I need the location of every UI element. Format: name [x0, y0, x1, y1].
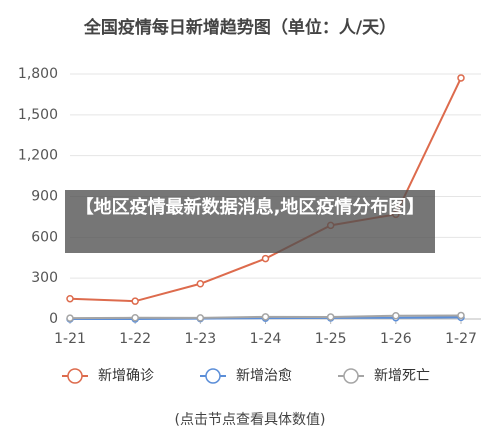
y-tick-label: 1,500 [18, 107, 58, 123]
y-tick-label: 1,800 [18, 66, 58, 82]
x-tick-label: 1-27 [445, 331, 477, 347]
data-point [261, 313, 270, 321]
y-tick-label: 1,200 [18, 148, 58, 164]
data-point [66, 294, 74, 303]
data-point [261, 254, 270, 263]
data-point [196, 314, 205, 322]
legend-label: 新增死亡 [374, 368, 430, 384]
legend-marker [67, 368, 83, 384]
x-tick-label: 1-24 [250, 331, 282, 347]
chart-title: 全国疫情每日新增趋势图（单位：人/天） [83, 17, 396, 38]
y-tick-label: 600 [31, 229, 58, 245]
overlay-banner: 【地区疫情最新数据消息,地区疫情分布图】 [65, 190, 435, 253]
data-point [326, 313, 335, 321]
x-tick-label: 1-26 [380, 331, 412, 347]
data-point [457, 74, 465, 82]
legend-label: 新增治愈 [236, 368, 292, 384]
data-point [131, 314, 139, 322]
y-tick-label: 0 [49, 311, 58, 327]
data-point [457, 311, 465, 320]
x-tick-label: 1-23 [184, 331, 216, 347]
x-tick-label: 1-21 [54, 331, 86, 347]
data-point [196, 279, 205, 288]
legend-label: 新增确诊 [98, 368, 154, 384]
data-point [392, 311, 400, 320]
y-tick-label: 900 [31, 189, 58, 205]
data-point [66, 314, 74, 322]
x-tick-label: 1-25 [315, 331, 347, 347]
x-tick-label: 1-22 [119, 331, 151, 347]
legend-marker [343, 368, 359, 384]
y-tick-label: 300 [31, 270, 58, 286]
data-point [131, 297, 139, 305]
legend-marker [205, 368, 221, 384]
footnote: (点击节点查看具体数值) [175, 412, 326, 428]
